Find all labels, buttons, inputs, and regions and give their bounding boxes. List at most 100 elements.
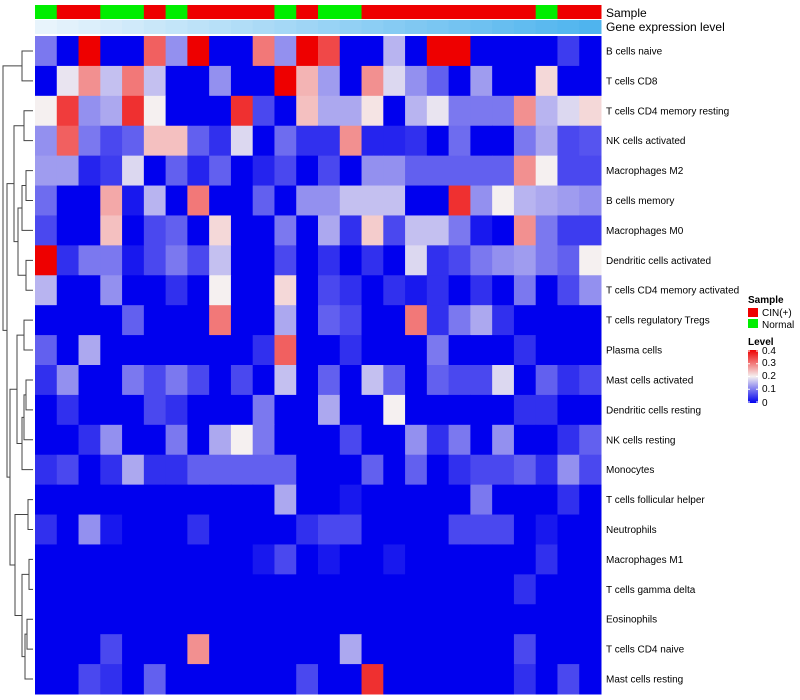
heatmap-cell	[274, 65, 297, 97]
heatmap-cell	[405, 424, 428, 456]
heatmap-cell	[318, 215, 341, 246]
heatmap-cell	[361, 125, 384, 157]
heatmap-cell	[187, 634, 210, 665]
heatmap-cell	[470, 604, 493, 635]
heatmap-cell	[513, 604, 537, 635]
legend-sample-title: Sample	[748, 295, 784, 306]
heatmap-cell	[513, 185, 537, 216]
heatmap-cell	[470, 95, 493, 127]
heatmap-cell	[230, 335, 254, 366]
heatmap-cell	[230, 95, 254, 127]
heatmap-cell	[579, 544, 602, 575]
heatmap-cell	[143, 155, 167, 187]
heatmap-cell	[579, 275, 602, 306]
heatmap-cell	[426, 65, 450, 97]
heatmap-cell	[513, 365, 537, 396]
heatmap-cell	[405, 365, 428, 396]
heatmap-cell	[100, 335, 123, 366]
heatmap-cell	[56, 305, 80, 336]
heatmap-cell	[579, 125, 602, 157]
heatmap-cell	[296, 604, 319, 635]
heatmap-cell	[405, 36, 428, 67]
heatmap-cell	[339, 514, 363, 545]
heatmap-cell	[209, 65, 232, 97]
dendrogram-branch	[26, 618, 33, 650]
heatmap-cell	[579, 394, 602, 426]
heatmap-cell	[383, 544, 406, 575]
heatmap-cell	[296, 335, 319, 366]
heatmap-cell	[492, 574, 515, 605]
heatmap-cell	[513, 125, 537, 157]
heatmap-cell	[579, 155, 602, 187]
heatmap-cell	[557, 95, 580, 127]
heatmap-cell	[513, 484, 537, 516]
heatmap-cell	[492, 514, 515, 545]
heatmap-cell	[274, 125, 297, 157]
row-label: Monocytes	[606, 465, 654, 476]
heatmap-cell	[513, 424, 537, 456]
heatmap-cell	[513, 245, 537, 276]
heatmap-cell	[56, 544, 80, 575]
heatmap-cell	[557, 484, 580, 516]
heatmap-cell	[513, 215, 537, 246]
heatmap-cell	[122, 634, 145, 665]
heatmap-cell	[78, 335, 101, 366]
expression-track-cell	[426, 20, 450, 34]
sample-track-cell	[56, 5, 80, 19]
heatmap-cell	[187, 484, 210, 516]
heatmap-cell	[339, 275, 363, 306]
heatmap-cell	[209, 604, 232, 635]
heatmap-cell	[100, 305, 123, 336]
heatmap-cell	[557, 634, 580, 665]
heatmap-cell	[78, 185, 101, 216]
heatmap-cell	[339, 664, 363, 695]
heatmap-cell	[35, 65, 58, 97]
heatmap-cell	[143, 185, 167, 216]
heatmap-cell	[165, 155, 188, 187]
heatmap-cell	[318, 664, 341, 695]
row-label: Dendritic cells activated	[606, 256, 711, 267]
heatmap-cell	[405, 245, 428, 276]
heatmap-cell	[296, 514, 319, 545]
heatmap-cell	[557, 215, 580, 246]
heatmap-cell	[448, 305, 471, 336]
heatmap-cell	[405, 454, 428, 486]
heatmap-cell	[339, 454, 363, 486]
heatmap-cell	[492, 424, 515, 456]
heatmap-cell	[143, 394, 167, 426]
heatmap-cell	[100, 365, 123, 396]
heatmap-cell	[383, 245, 406, 276]
heatmap-cell	[492, 185, 515, 216]
expression-track-cell	[361, 20, 384, 34]
heatmap-cell	[209, 36, 232, 67]
heatmap-cell	[78, 604, 101, 635]
heatmap-cell	[470, 424, 493, 456]
heatmap-cell	[296, 275, 319, 306]
heatmap-cell	[187, 574, 210, 605]
heatmap-cell	[557, 574, 580, 605]
heatmap-cell	[274, 215, 297, 246]
heatmap-cell	[426, 305, 450, 336]
heatmap-cell	[230, 634, 254, 665]
heatmap-cell	[122, 514, 145, 545]
heatmap-cell	[35, 514, 58, 545]
heatmap-cell	[100, 245, 123, 276]
heatmap-cell	[448, 544, 471, 575]
heatmap-cell	[56, 185, 80, 216]
heatmap-cell	[209, 365, 232, 396]
heatmap-cell	[492, 634, 515, 665]
heatmap-cell	[513, 574, 537, 605]
heatmap-cell	[165, 245, 188, 276]
heatmap-cell	[56, 36, 80, 67]
heatmap-cell	[579, 36, 602, 67]
heatmap-cell	[296, 125, 319, 157]
row-label: T cells follicular helper	[606, 495, 705, 506]
heatmap-cell	[165, 634, 188, 665]
sample-track-cell	[557, 5, 580, 19]
heatmap-cell	[557, 155, 580, 187]
heatmap-cell	[187, 155, 210, 187]
heatmap-cell	[230, 65, 254, 97]
heatmap-cell	[383, 484, 406, 516]
heatmap-cell	[535, 155, 558, 187]
